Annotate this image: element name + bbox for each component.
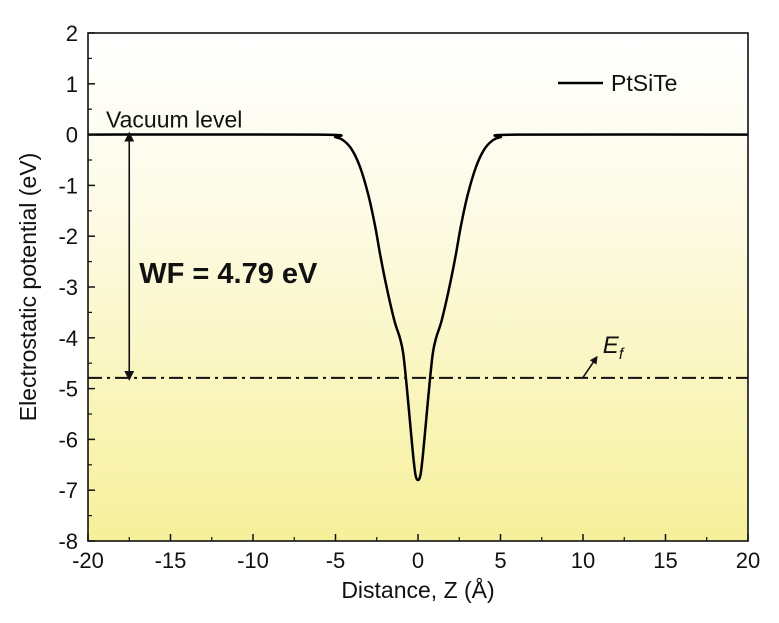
y-tick-label: -5 xyxy=(58,377,78,402)
work-function-label: WF = 4.79 eV xyxy=(139,258,318,290)
legend-label: PtSiTe xyxy=(611,70,677,96)
x-tick-label: -15 xyxy=(155,548,187,573)
x-tick-label: 5 xyxy=(494,548,506,573)
y-axis-title: Electrostatic potential (eV) xyxy=(15,153,41,421)
x-axis-title: Distance, Z (Å) xyxy=(341,576,494,603)
x-tick-label: -10 xyxy=(237,548,269,573)
x-tick-label: 0 xyxy=(412,548,424,573)
x-tick-label: 10 xyxy=(571,548,595,573)
y-tick-label: -4 xyxy=(58,326,78,351)
fermi-label-main: E xyxy=(603,332,620,359)
vacuum-level-label: Vacuum level xyxy=(106,107,242,133)
x-tick-label: 15 xyxy=(653,548,677,573)
y-tick-label: -6 xyxy=(58,427,78,452)
y-tick-label: -2 xyxy=(58,224,78,249)
series-line-ptsite xyxy=(87,133,749,482)
fermi-label-arrow xyxy=(582,355,598,378)
y-tick-label: -8 xyxy=(58,529,78,554)
y-tick-label: 2 xyxy=(66,21,78,46)
x-tick-label: -5 xyxy=(326,548,346,573)
fermi-level-label: Ef xyxy=(603,332,625,363)
x-tick-label: 20 xyxy=(736,548,760,573)
fermi-label-subscript: f xyxy=(619,346,625,363)
y-tick-label: -7 xyxy=(58,478,78,503)
y-tick-label: 0 xyxy=(66,123,78,148)
y-tick-label: -3 xyxy=(58,275,78,300)
y-tick-label: -1 xyxy=(58,173,78,198)
plot-background xyxy=(88,33,748,541)
y-tick-label: 1 xyxy=(66,72,78,97)
x-tick-label: -20 xyxy=(72,548,104,573)
